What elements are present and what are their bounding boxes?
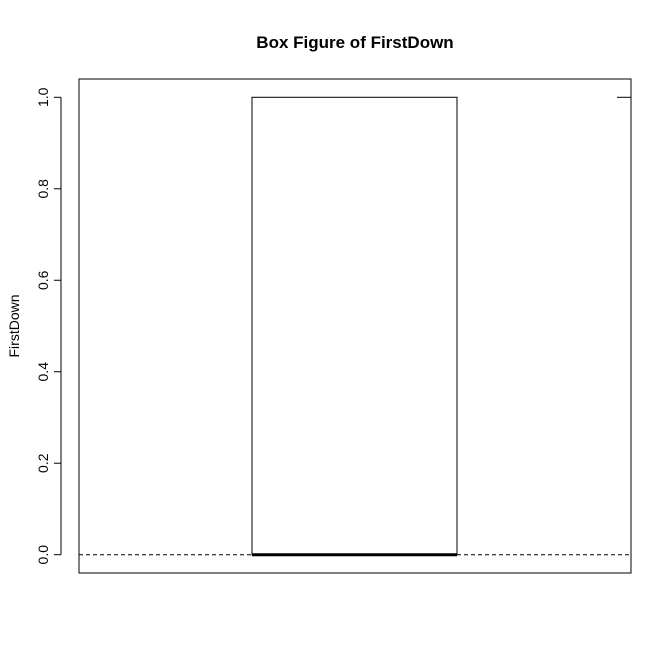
y-tick-label: 1.0 (35, 87, 51, 107)
box-marks (79, 96, 631, 557)
chart-title: Box Figure of FirstDown (256, 33, 453, 52)
plot-frame (78, 78, 632, 574)
y-tick-label: 0.2 (35, 453, 51, 473)
y-tick-label: 0.6 (35, 270, 51, 290)
y-axis: 0.0 0.2 0.4 0.6 0.8 1.0 (35, 87, 62, 565)
y-tick-label: 0.8 (35, 179, 51, 199)
y-tick-label: 0.4 (35, 362, 51, 382)
y-tick-label: 0.0 (35, 545, 51, 565)
y-axis-label: FirstDown (6, 294, 22, 357)
box-iqr (251, 96, 458, 556)
